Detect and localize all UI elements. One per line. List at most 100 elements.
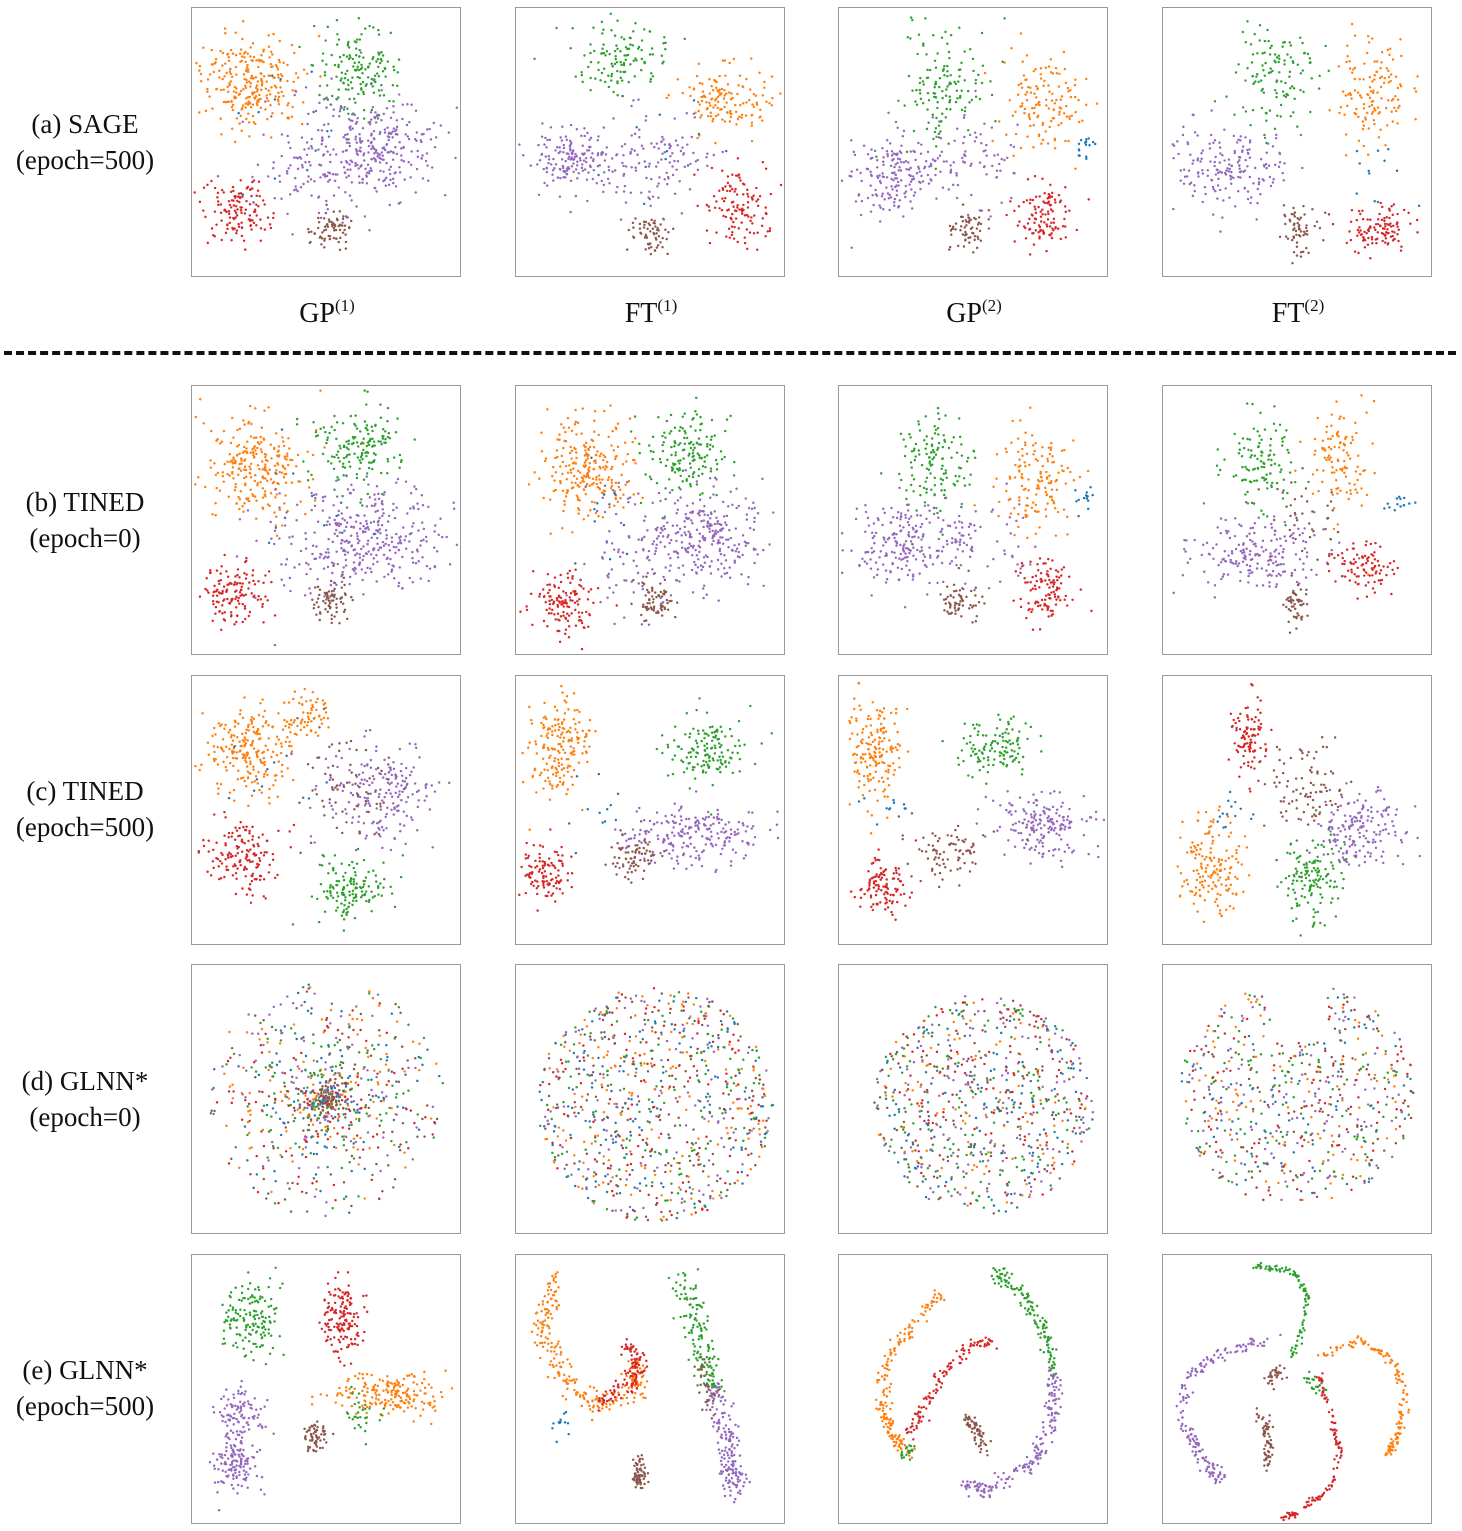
- scatter-point: [340, 512, 343, 515]
- scatter-point: [743, 183, 746, 186]
- scatter-point: [558, 146, 561, 149]
- scatter-point: [386, 406, 390, 410]
- scatter-point: [355, 205, 358, 208]
- scatter-point: [1192, 159, 1195, 162]
- scatter-point: [615, 604, 618, 607]
- scatter-point: [996, 153, 1000, 156]
- scatter-point: [899, 160, 903, 164]
- scatter-point: [365, 444, 369, 448]
- scatter-point: [1292, 111, 1295, 114]
- scatter-point: [273, 98, 277, 101]
- scatter-point: [222, 480, 226, 483]
- scatter-point: [583, 54, 586, 57]
- scatter-point: [1384, 225, 1387, 228]
- scatter-point: [708, 527, 711, 531]
- scatter-point: [205, 577, 208, 580]
- scatter-point: [366, 525, 370, 529]
- scatter-point: [1046, 142, 1050, 145]
- scatter-point: [377, 523, 380, 527]
- scatter-point: [592, 468, 595, 471]
- scatter-point: [564, 495, 568, 498]
- scatter-point: [598, 465, 601, 469]
- scatter-point: [634, 217, 637, 220]
- scatter-point: [372, 440, 376, 443]
- scatter-point: [611, 429, 614, 433]
- scatter-point: [409, 507, 412, 510]
- scatter-point: [1052, 217, 1056, 221]
- scatter-point: [314, 430, 318, 434]
- scatter-point: [364, 571, 367, 574]
- scatter-point: [918, 88, 922, 92]
- scatter-point: [250, 592, 253, 595]
- scatter-point: [549, 126, 553, 129]
- scatter-point: [565, 594, 568, 597]
- scatter-point: [375, 485, 379, 488]
- scatter-point: [614, 512, 618, 516]
- scatter-point: [631, 458, 635, 462]
- scatter-point: [897, 184, 900, 187]
- scatter-point: [282, 466, 285, 469]
- scatter-point: [1373, 200, 1376, 203]
- row-label-line2: (epoch=0): [29, 523, 141, 553]
- scatter-point: [595, 475, 598, 479]
- scatter-point: [265, 479, 269, 483]
- scatter-point: [685, 436, 689, 440]
- scatter-point: [609, 404, 612, 407]
- scatter-point: [659, 499, 662, 503]
- scatter-point: [578, 156, 582, 160]
- scatter-point: [662, 441, 665, 444]
- scatter-point: [574, 447, 577, 451]
- scatter-point: [1284, 222, 1287, 226]
- scatter-point: [242, 445, 246, 449]
- scatter-point: [1367, 41, 1371, 44]
- scatter-point: [651, 501, 654, 505]
- scatter-point: [317, 148, 320, 151]
- scatter-point: [725, 235, 728, 238]
- scatter-point: [326, 594, 329, 598]
- scatter-point: [382, 112, 386, 116]
- scatter-point: [385, 107, 389, 110]
- scatter-point: [256, 598, 260, 602]
- scatter-point: [337, 524, 341, 528]
- scatter-point: [569, 468, 572, 472]
- scatter-point: [584, 492, 588, 496]
- scatter-point: [644, 233, 648, 237]
- scatter-point: [747, 541, 750, 545]
- scatter-point: [230, 239, 233, 242]
- scatter-point: [1281, 171, 1284, 175]
- scatter-point: [649, 449, 653, 453]
- scatter-point: [670, 445, 673, 449]
- scatter-point: [410, 150, 413, 153]
- scatter-point: [1292, 213, 1295, 216]
- row-label-c: (c) TINED (epoch=500): [0, 773, 170, 845]
- scatter-point: [749, 219, 752, 223]
- scatter-point: [318, 556, 322, 559]
- scatter-point: [278, 60, 281, 64]
- scatter-point: [332, 222, 335, 225]
- scatter-point: [1396, 225, 1399, 229]
- scatter-point: [337, 63, 340, 67]
- scatter-point: [264, 455, 267, 459]
- scatter-point: [299, 186, 303, 189]
- scatter-point: [542, 619, 546, 623]
- scatter-point: [1253, 32, 1256, 36]
- scatter-point: [1223, 128, 1226, 131]
- scatter-point: [347, 88, 350, 91]
- scatter-point: [222, 429, 226, 433]
- scatter-point: [626, 497, 630, 500]
- scatter-point: [892, 201, 896, 204]
- scatter-point: [230, 75, 234, 79]
- scatter-point: [1032, 111, 1036, 115]
- scatter-point: [1383, 159, 1386, 163]
- scatter-point: [261, 468, 265, 471]
- scatter-point: [1383, 222, 1387, 226]
- scatter-point: [248, 202, 252, 206]
- scatter-point: [692, 471, 696, 474]
- scatter-point: [261, 602, 265, 606]
- scatter-point: [710, 84, 713, 88]
- scatter-point: [1346, 54, 1349, 58]
- scatter-point: [1233, 151, 1237, 155]
- scatter-point: [943, 64, 946, 68]
- scatter-point: [280, 471, 284, 474]
- scatter-point: [968, 101, 971, 104]
